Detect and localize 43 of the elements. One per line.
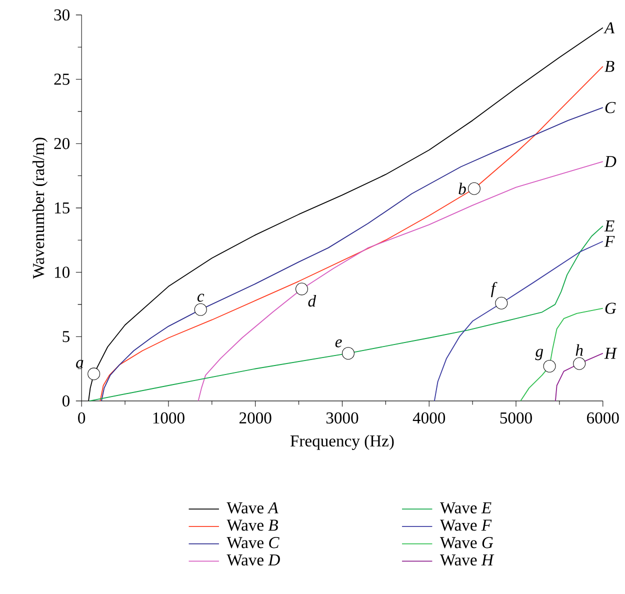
annotation: b [458,182,466,194]
annotation: G [605,302,616,314]
x-tick-label: 0 [78,412,86,424]
annotation: g [535,348,544,360]
legend-label: Wave G [440,537,494,548]
y-tick-label: 15 [55,202,70,214]
legend-label: Wave C [226,537,280,548]
legend-label: Wave E [440,502,492,514]
y-tick-label: 25 [54,74,70,85]
point [88,368,100,380]
y-tick-label: 20 [54,138,70,150]
annotation: d [308,295,316,307]
y-tick-label: 10 [55,266,70,278]
annotation: A [604,22,615,34]
y-axis-title: Wavenumber (rad/m) [32,138,48,279]
x-axis-title: Frequency (Hz) [290,434,394,450]
annotation: f [490,282,498,298]
line-series [89,226,604,402]
x-tick-label: 5000 [500,412,532,424]
annotation: E [604,220,614,232]
x-tick-label: 1000 [153,412,184,424]
y-tick-label: 5 [62,331,70,342]
annotation: c [197,294,204,302]
legend-label: Wave F [440,520,492,531]
y-tick-label: 0 [62,395,70,407]
annotation: e [335,339,342,348]
line-series [434,240,604,402]
x-tick-label: 3000 [326,412,358,424]
legend-label: Wave H [440,554,494,566]
legend-label: Wave A [226,502,278,514]
legend-label: Wave B [226,520,278,531]
y-tick-label: 30 [54,9,70,21]
x-tick-label: 6000 [587,412,619,424]
annotation: H [604,348,618,359]
x-tick-label: 4000 [412,412,446,424]
annotation: F [604,236,615,247]
x-tick-label: 2000 [240,412,272,424]
annotation: h [576,344,583,356]
line-series [520,308,604,402]
annotation: D [604,156,616,168]
annotation: B [604,60,614,72]
legend-label: Wave D [226,554,280,566]
annotation: C [605,102,616,114]
